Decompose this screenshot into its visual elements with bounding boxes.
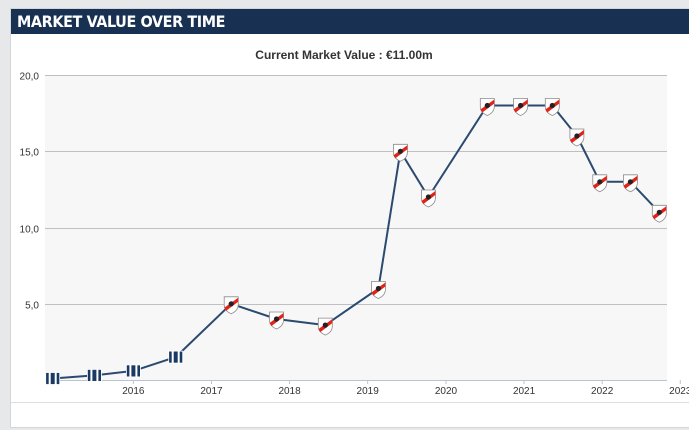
data-point-17[interactable] <box>651 204 667 223</box>
river-plate-crest-icon <box>269 311 284 330</box>
x-tick-label: 2018 <box>278 386 301 397</box>
early-club-crest-icon <box>125 364 141 378</box>
early-club-crest-icon <box>87 368 102 382</box>
data-point-4[interactable] <box>168 350 184 364</box>
chart-title: Current Market Value : €11.00m <box>255 48 432 62</box>
river-plate-crest-icon <box>392 143 408 162</box>
river-plate-crest-icon <box>569 128 585 147</box>
x-tick-label: 2023 <box>669 386 689 397</box>
data-point-6[interactable] <box>269 311 284 330</box>
y-tick-label: 5,0 <box>25 301 39 312</box>
river-plate-crest-icon <box>544 98 560 116</box>
data-point-2[interactable] <box>87 368 102 382</box>
data-point-11[interactable] <box>479 98 495 116</box>
x-tick-label: 2020 <box>435 386 458 397</box>
data-point-7[interactable] <box>317 317 333 336</box>
y-tick-label: 15,0 <box>20 148 40 159</box>
x-tick-label: 2017 <box>200 386 223 397</box>
data-point-10[interactable] <box>420 189 436 208</box>
early-club-crest-icon <box>45 372 61 385</box>
x-tick-label: 2021 <box>513 386 536 397</box>
plot-area <box>45 75 667 380</box>
y-axis-ticks: 20,0 15,0 10,0 5,0 <box>20 72 40 312</box>
river-plate-crest-icon <box>479 98 495 116</box>
river-plate-crest-icon <box>623 174 638 193</box>
river-plate-crest-icon <box>370 281 386 299</box>
early-club-crest-icon <box>168 350 184 364</box>
data-point-1[interactable] <box>45 372 61 385</box>
x-tick-label: 2016 <box>122 386 145 397</box>
card-footer-divider <box>11 402 689 403</box>
x-tick-label: 2019 <box>357 386 380 397</box>
data-points <box>45 98 667 385</box>
data-point-5[interactable] <box>223 296 239 315</box>
river-plate-crest-icon <box>223 296 239 315</box>
data-point-15[interactable] <box>592 174 608 193</box>
x-axis-ticks: 2016 2017 2018 2019 2020 2021 2022 2023 <box>122 380 689 397</box>
river-plate-crest-icon <box>317 317 333 336</box>
river-plate-crest-icon <box>513 98 528 116</box>
river-plate-crest-icon <box>420 189 436 208</box>
river-plate-crest-icon <box>592 174 608 193</box>
card-title: MARKET VALUE OVER TIME <box>17 12 226 31</box>
y-tick-label: 20,0 <box>20 72 40 83</box>
data-point-12[interactable] <box>513 98 528 116</box>
y-tick-label: 10,0 <box>20 225 40 236</box>
x-tick-label: 2022 <box>591 386 614 397</box>
data-point-13[interactable] <box>544 98 560 116</box>
card-header: MARKET VALUE OVER TIME <box>11 9 689 34</box>
data-point-3[interactable] <box>125 364 141 378</box>
river-plate-crest-icon <box>651 204 667 223</box>
data-point-8[interactable] <box>370 281 386 299</box>
data-point-9[interactable] <box>392 143 408 162</box>
data-point-16[interactable] <box>623 174 638 193</box>
data-point-14[interactable] <box>569 128 585 147</box>
